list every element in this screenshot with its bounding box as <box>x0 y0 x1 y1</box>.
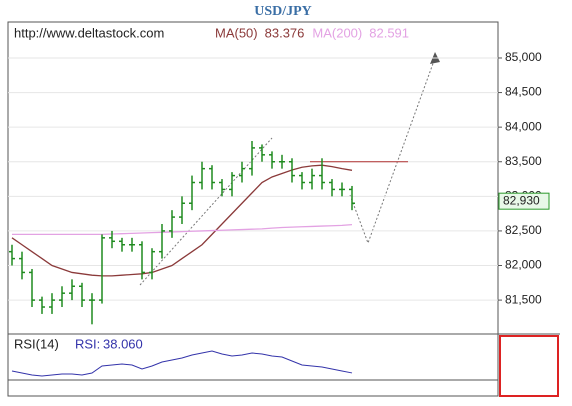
y-tick-label: 83,500 <box>505 154 542 168</box>
legend-value: 82.591 <box>369 25 409 40</box>
y-tick-label: 84,000 <box>505 119 542 133</box>
rsi-value: 38.060 <box>103 336 143 351</box>
ma-line <box>11 164 353 277</box>
legend-name: MA(200) <box>312 25 362 40</box>
chart-title: USD/JPY <box>254 4 312 19</box>
last-price-label: 82,930 <box>503 193 540 207</box>
legend-name: MA(50) <box>215 25 258 40</box>
legend-value: 83.376 <box>265 25 305 40</box>
last-price-box <box>498 192 550 210</box>
ma-line <box>12 223 353 236</box>
rsi-line <box>11 350 353 377</box>
y-tick-label: 82,500 <box>505 223 542 237</box>
source-label: http://www.deltastock.com <box>14 25 164 40</box>
rsi-name: RSI(14) <box>14 336 59 351</box>
y-tick-label: 81,500 <box>505 292 542 306</box>
y-tick-label: 82,000 <box>505 258 542 272</box>
trend-line <box>139 137 273 286</box>
rsi-axis-box <box>499 335 559 397</box>
projection-arrow <box>349 57 436 245</box>
y-tick-label: 84,500 <box>505 85 542 99</box>
rsi-prefix: RSI: <box>75 336 100 351</box>
y-tick-label: 85,000 <box>505 50 542 64</box>
